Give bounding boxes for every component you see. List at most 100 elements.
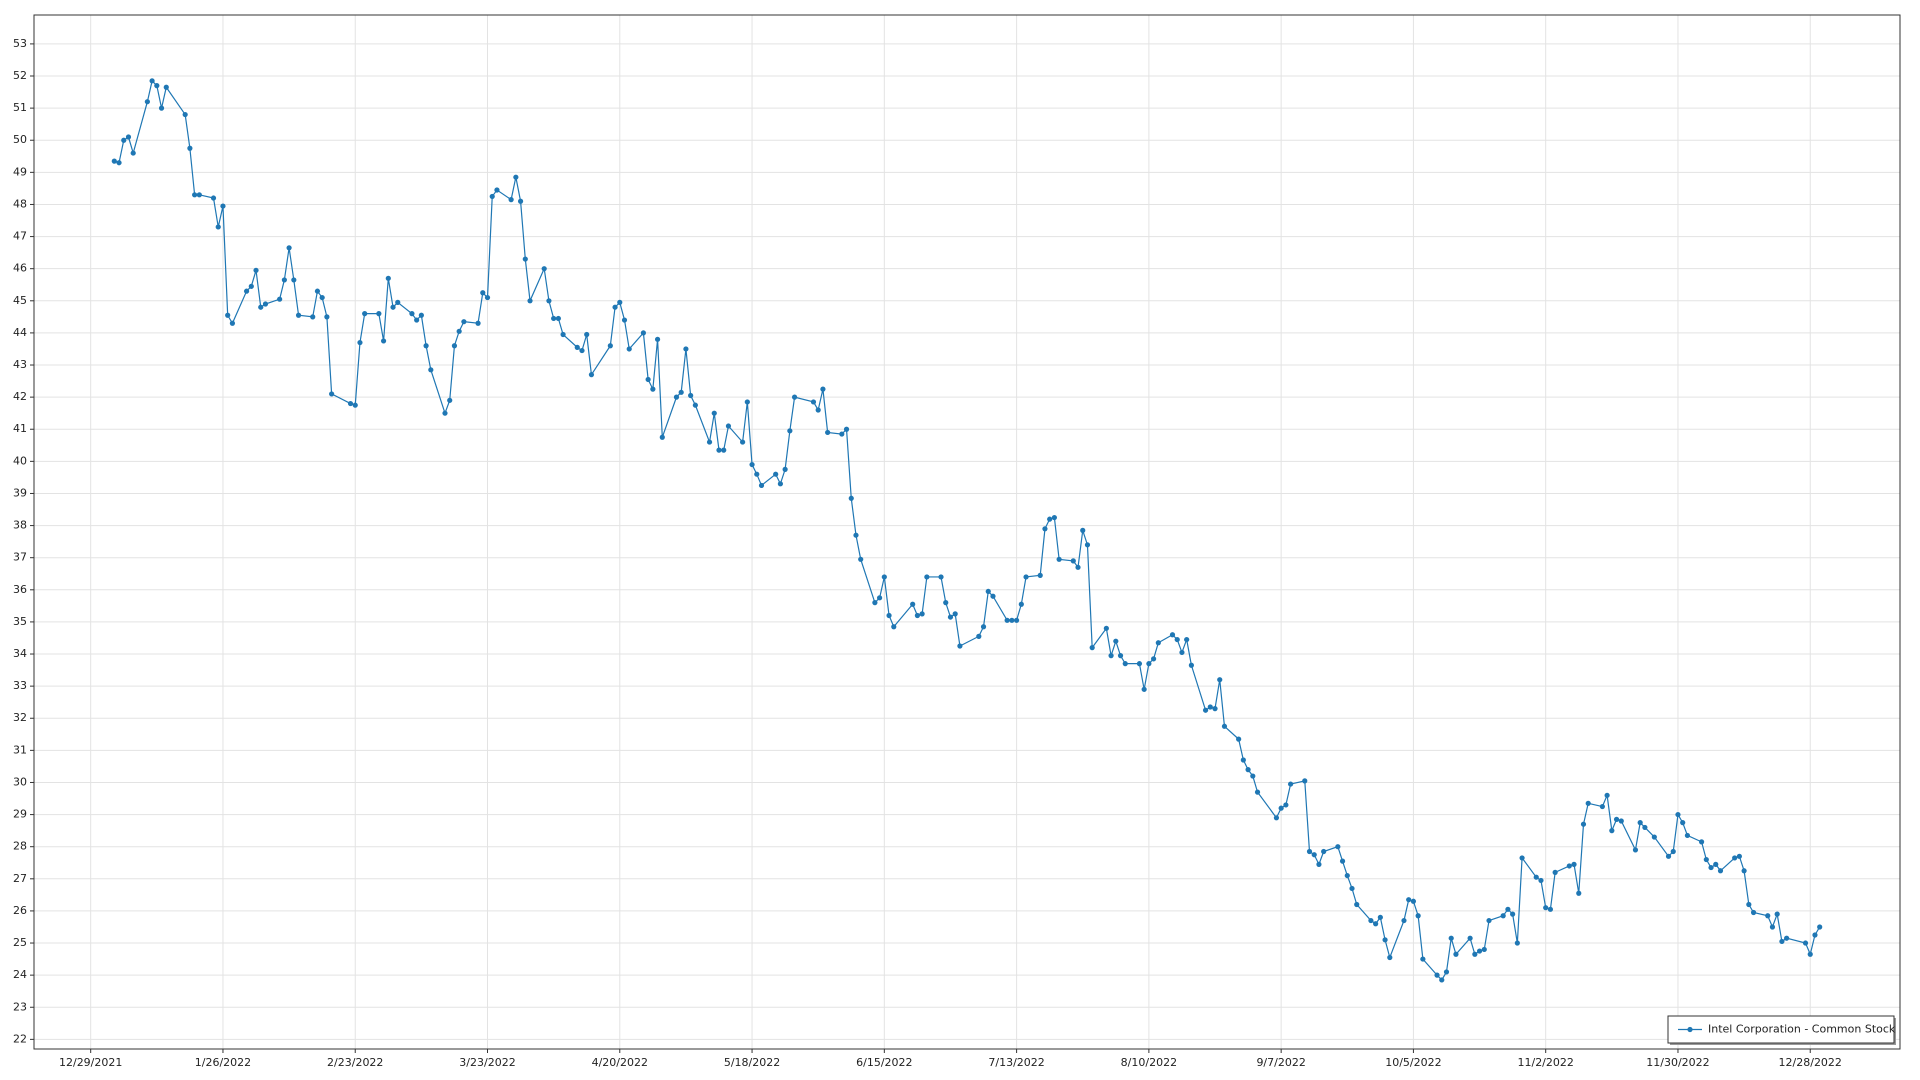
data-point: [938, 574, 944, 580]
data-point: [1467, 935, 1473, 941]
data-point: [1108, 653, 1114, 659]
data-point: [295, 312, 302, 318]
data-point: [1047, 516, 1053, 522]
data-point: [451, 343, 458, 349]
y-tick-label: 38: [13, 519, 27, 532]
data-point: [1415, 913, 1421, 919]
data-point: [1089, 645, 1095, 651]
data-point: [1283, 802, 1289, 808]
x-tick-label: 5/18/2022: [724, 1056, 780, 1069]
data-point: [395, 299, 401, 306]
data-point: [1698, 839, 1705, 845]
data-point: [815, 407, 821, 413]
data-point: [1306, 848, 1313, 855]
data-point: [489, 193, 495, 200]
data-point: [640, 330, 647, 336]
data-point: [281, 277, 287, 283]
data-point: [1519, 855, 1525, 861]
data-point: [1533, 874, 1539, 880]
x-tick-label: 8/10/2022: [1121, 1056, 1177, 1069]
x-tick-label: 2/23/2022: [327, 1056, 383, 1069]
y-tick-label: 26: [13, 904, 27, 917]
data-point: [877, 595, 883, 601]
data-point: [527, 298, 533, 304]
data-point: [810, 399, 817, 405]
data-point: [1075, 564, 1081, 570]
data-point: [428, 367, 434, 373]
x-tick-label: 7/13/2022: [988, 1056, 1044, 1069]
data-point: [357, 339, 363, 346]
grid: [34, 15, 1900, 1049]
data-point: [1377, 914, 1383, 920]
data-point: [579, 347, 585, 354]
data-point: [480, 290, 486, 296]
data-point: [1155, 640, 1161, 646]
data-point: [324, 314, 330, 320]
data-point: [1113, 638, 1119, 644]
data-point: [1486, 917, 1492, 924]
x-tick-label: 11/2/2022: [1517, 1056, 1573, 1069]
data-point: [858, 556, 864, 562]
data-point: [848, 495, 854, 501]
data-point: [1236, 736, 1242, 742]
data-point: [1642, 824, 1648, 831]
data-point: [1439, 977, 1445, 983]
data-point: [130, 150, 136, 156]
data-point: [1675, 811, 1681, 818]
data-point: [1580, 821, 1587, 827]
x-tick-label: 4/20/2022: [592, 1056, 648, 1069]
data-point: [1552, 869, 1558, 875]
data-point: [390, 304, 396, 310]
data-point: [253, 267, 259, 273]
data-point: [1080, 527, 1086, 533]
y-tick-label: 34: [13, 647, 27, 660]
data-point: [1245, 767, 1251, 773]
data-point: [1637, 820, 1643, 826]
y-tick-label: 49: [13, 165, 27, 178]
y-tick-label: 37: [13, 551, 27, 564]
data-point: [1014, 617, 1020, 623]
data-point: [522, 256, 528, 262]
data-point: [1273, 815, 1280, 821]
data-point: [210, 195, 217, 201]
data-point: [584, 331, 590, 338]
data-point: [1604, 792, 1610, 798]
data-point: [617, 299, 623, 306]
data-point: [1136, 661, 1143, 667]
data-point: [1443, 969, 1450, 975]
data-point: [1254, 789, 1261, 795]
data-point: [484, 294, 491, 301]
data-point: [1070, 558, 1076, 564]
data-point: [891, 624, 897, 630]
data-point: [943, 600, 949, 606]
data-point: [721, 447, 727, 453]
data-point: [914, 612, 920, 619]
data-point: [1321, 848, 1327, 855]
data-point: [347, 400, 354, 407]
data-point: [711, 410, 717, 416]
data-point: [1056, 556, 1062, 562]
data-point: [1406, 897, 1412, 903]
data-point: [1736, 853, 1742, 859]
x-tick-label: 1/26/2022: [195, 1056, 251, 1069]
data-point: [1472, 951, 1478, 957]
data-point: [1250, 773, 1256, 779]
data-point: [787, 428, 793, 434]
data-point: [196, 192, 202, 198]
data-point: [777, 481, 784, 487]
x-tick-label: 6/15/2022: [856, 1056, 912, 1069]
data-point: [1500, 913, 1506, 919]
data-point: [654, 336, 661, 342]
y-tick-label: 39: [13, 486, 27, 499]
data-point: [924, 574, 930, 580]
plot-frame: [33, 14, 1901, 1050]
data-point: [947, 614, 954, 620]
data-point: [1543, 905, 1549, 911]
x-tick-label: 12/28/2022: [1779, 1056, 1842, 1069]
data-point: [1344, 872, 1350, 879]
data-point: [1812, 932, 1818, 938]
y-tick-label: 23: [13, 1000, 27, 1013]
y-tick-label: 31: [13, 743, 27, 756]
